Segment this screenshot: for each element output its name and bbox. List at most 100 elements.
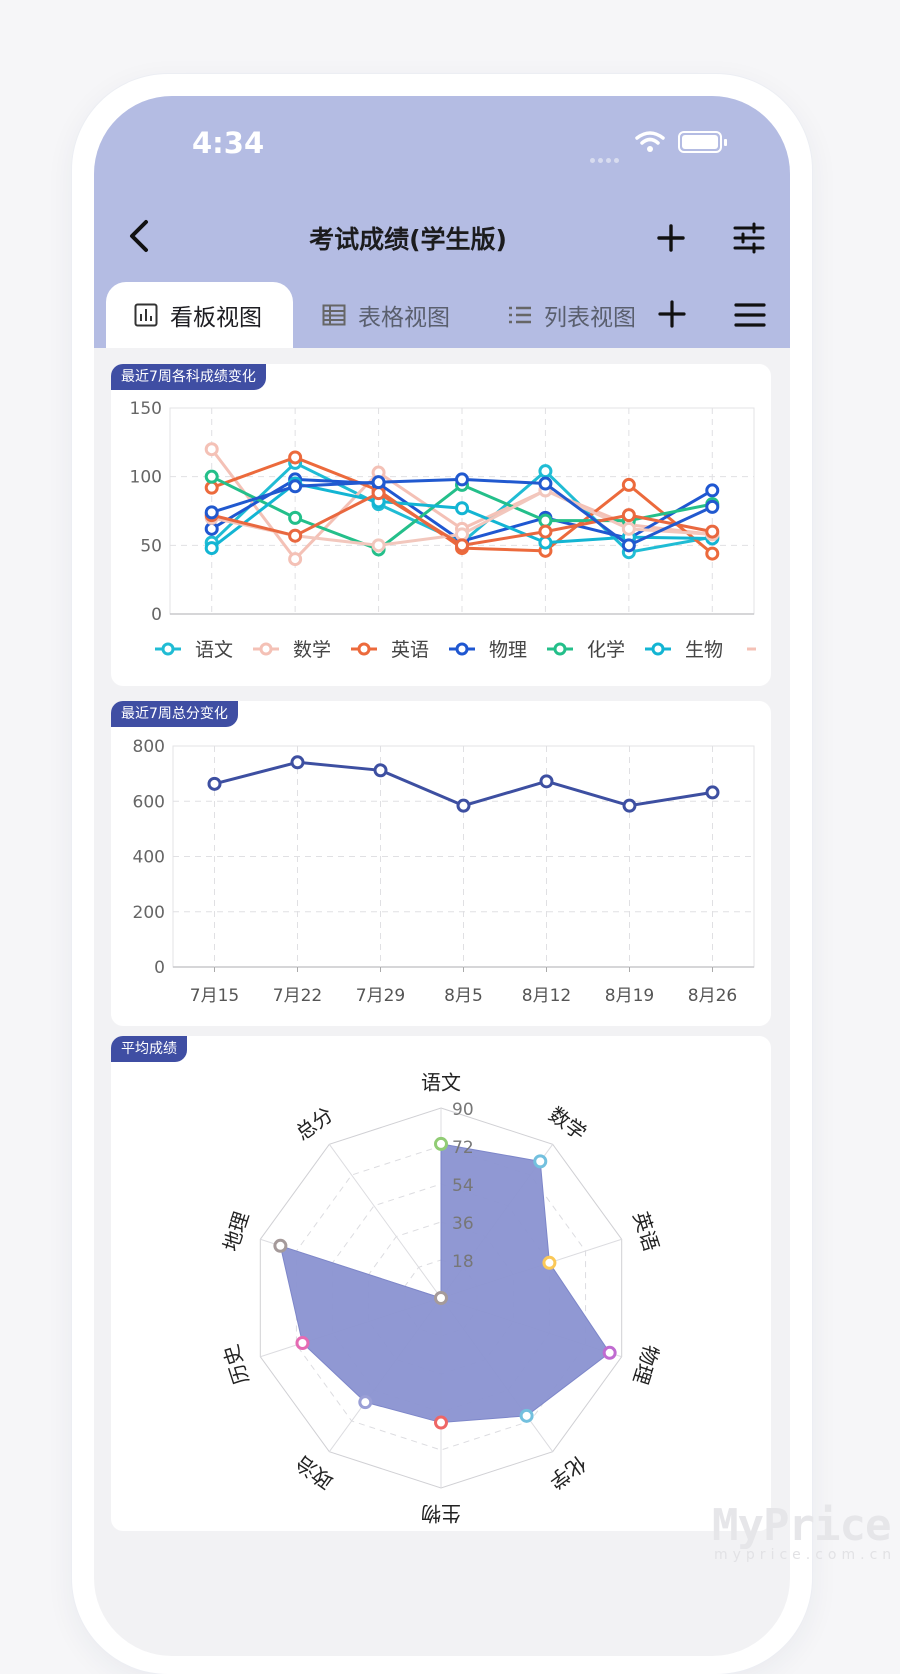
total-score-chart: 0 200 400 600 800 7月15 7月22 7月29 8月5 8月12 8月19 8月26 [133, 737, 755, 1006]
data-point [204, 521, 219, 536]
legend-marker [161, 642, 175, 656]
tab-list-view[interactable]: 列表视图 [508, 282, 634, 348]
data-point [538, 513, 553, 528]
radar-point [533, 1154, 548, 1169]
radar-axis-label: 生物 [421, 1502, 461, 1526]
x-tick-label: 8月12 [522, 986, 571, 1006]
legend-label: 生物 [685, 639, 723, 661]
legend-marker [357, 642, 371, 656]
y-tick-label: 100 [130, 468, 162, 488]
add-record-button[interactable] [655, 222, 687, 254]
radar-area [279, 1143, 611, 1424]
legend-label: 语文 [195, 639, 233, 661]
data-point [705, 499, 720, 514]
radar-axis-label: 地理 [218, 1209, 253, 1254]
y-tick-label: 800 [133, 737, 165, 757]
radar-point [542, 1255, 557, 1270]
data-point [538, 524, 553, 539]
radar-ring [295, 1145, 587, 1451]
menu-icon[interactable] [734, 302, 766, 328]
x-tick-label: 8月19 [605, 986, 654, 1006]
data-point [288, 528, 303, 543]
data-point [288, 450, 303, 465]
radar-point [358, 1395, 373, 1410]
data-point [621, 521, 636, 536]
y-tick-label: 200 [133, 903, 165, 923]
y-tick-label: 0 [151, 605, 162, 625]
radar-axis-label: 语文 [421, 1071, 461, 1095]
data-point [204, 480, 219, 495]
tab-board-label: 看板视图 [170, 305, 262, 331]
data-point [455, 527, 469, 542]
y-tick-label: 600 [133, 792, 165, 812]
data-point [207, 776, 222, 791]
tab-list-label: 列表视图 [544, 305, 634, 331]
add-view-button[interactable] [658, 300, 686, 328]
radar-axis-label: 历史 [218, 1342, 253, 1387]
x-tick-label: 8月26 [688, 986, 737, 1006]
bar-chart-icon [134, 303, 158, 327]
data-point [621, 477, 636, 492]
legend-marker [259, 642, 273, 656]
subject-scores-chart: 0 50 100 150 语文 数学 英语 物理 化学 生物 [130, 399, 756, 661]
page-title: 考试成绩(学生版) [309, 225, 507, 254]
radar-point [273, 1238, 288, 1253]
legend-label: 物理 [489, 639, 527, 661]
data-point [455, 501, 469, 516]
data-point [705, 483, 720, 498]
watermark-brand: MyPrice [712, 1500, 891, 1551]
total-score-title: 最近7周总分变化 [111, 701, 238, 727]
y-tick-label: 50 [140, 536, 162, 556]
subject-scores-card: 0 50 100 150 语文 数学 英语 物理 化学 生物 最近7周各科成绩变化 [111, 364, 771, 686]
x-tick-label: 7月15 [190, 986, 239, 1006]
subject-scores-title: 最近7周各科成绩变化 [111, 364, 266, 390]
filter-settings-button[interactable] [732, 222, 766, 254]
data-point [705, 524, 720, 539]
legend-label: 英语 [391, 639, 429, 661]
data-point [705, 546, 720, 561]
radar-point [295, 1336, 310, 1351]
legend-marker [651, 642, 665, 656]
data-point [538, 464, 553, 479]
radar-axis-label: 英语 [628, 1209, 663, 1254]
radar-ring-label: 18 [452, 1252, 474, 1272]
data-point [621, 508, 636, 523]
data-point [621, 538, 636, 553]
legend-marker [553, 642, 567, 656]
data-point [290, 755, 305, 770]
radar-point [602, 1345, 617, 1360]
data-point [204, 505, 219, 520]
data-point [288, 479, 303, 494]
radar-axis-label: 总分 [291, 1102, 337, 1145]
radar-ring-label: 90 [452, 1100, 474, 1120]
data-point [371, 475, 386, 490]
data-point [204, 541, 219, 556]
data-point [455, 538, 469, 553]
x-tick-label: 8月5 [444, 986, 483, 1006]
x-tick-label: 7月29 [356, 986, 405, 1006]
average-score-title: 平均成绩 [111, 1036, 187, 1062]
tab-board-view[interactable]: 看板视图 [106, 282, 293, 348]
radar-axis-label: 物理 [628, 1342, 663, 1387]
y-tick-label: 400 [133, 848, 165, 868]
data-point [455, 472, 469, 487]
data-point [539, 774, 554, 789]
legend-marker [455, 642, 469, 656]
data-point [705, 785, 720, 800]
radar-point [434, 1291, 448, 1305]
legend-label: 化学 [587, 639, 625, 661]
radar-ring-label: 36 [452, 1214, 474, 1234]
average-score-card: 18 36 54 72 90 语文 数学 英语 物理 化学 生物 政治 历史 地理 总分 平均成绩 [111, 1036, 771, 1531]
y-tick-label: 150 [130, 399, 162, 419]
battery-icon [678, 131, 727, 153]
data-point [288, 510, 303, 525]
radar-point [434, 1415, 448, 1430]
radar-axis-label: 数学 [544, 1102, 590, 1145]
radar-ring-label: 72 [452, 1138, 474, 1158]
back-button[interactable] [124, 218, 154, 254]
data-point [622, 798, 637, 813]
tab-table-view[interactable]: 表格视图 [322, 282, 450, 348]
radar-axis-label: 化学 [544, 1451, 590, 1494]
tab-table-label: 表格视图 [358, 305, 450, 331]
